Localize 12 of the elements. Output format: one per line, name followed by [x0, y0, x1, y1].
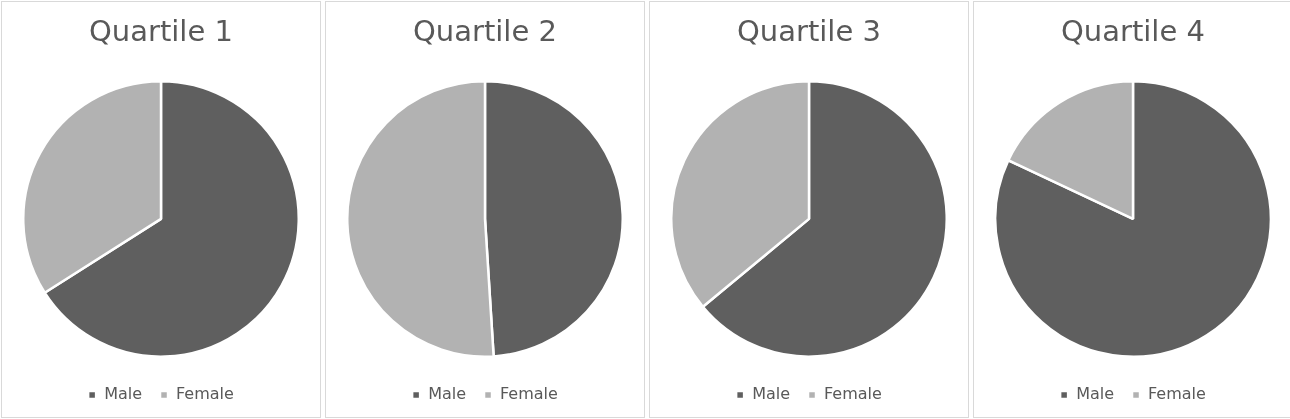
legend-label: Female [824, 384, 882, 404]
legend-label: Female [1148, 384, 1206, 404]
legend-label: Female [176, 384, 234, 404]
legend-label: Male [428, 384, 467, 404]
chart-title: Quartile 3 [737, 13, 881, 48]
legend-label: Male [104, 384, 143, 404]
legend-label: Male [1076, 384, 1115, 404]
chart-title: Quartile 4 [1061, 13, 1205, 48]
chart-title: Quartile 1 [89, 13, 233, 48]
legend-label: Male [752, 384, 791, 404]
chart-title: Quartile 2 [413, 13, 557, 48]
legend-label: Female [500, 384, 558, 404]
